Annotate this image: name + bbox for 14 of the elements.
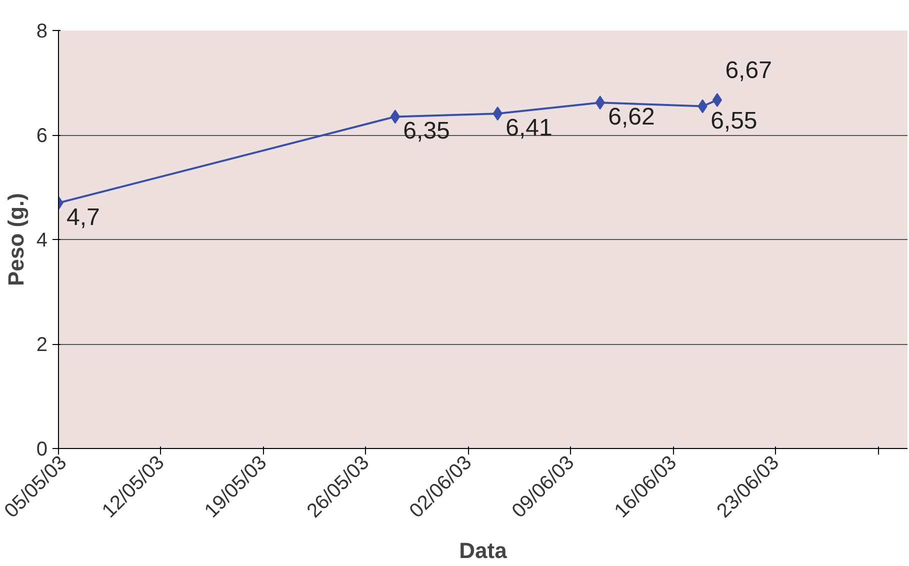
y-tick-label: 4 [36, 230, 48, 252]
y-tick-label: 2 [36, 334, 48, 356]
data-label: 6,62 [608, 104, 655, 131]
y-tick-label: 8 [36, 20, 48, 42]
point [712, 92, 722, 107]
data-label: 6,41 [506, 114, 552, 142]
y-axis-title: Peso (g.) [3, 193, 28, 286]
data-label: 6,55 [710, 107, 758, 134]
x-axis-title: Data [459, 538, 508, 564]
data-label: 6,67 [725, 56, 772, 84]
point [390, 110, 400, 124]
data-label: 4,7 [66, 204, 100, 231]
y-tick-label: 6 [36, 125, 48, 147]
y-tick-label: 0 [36, 438, 48, 460]
